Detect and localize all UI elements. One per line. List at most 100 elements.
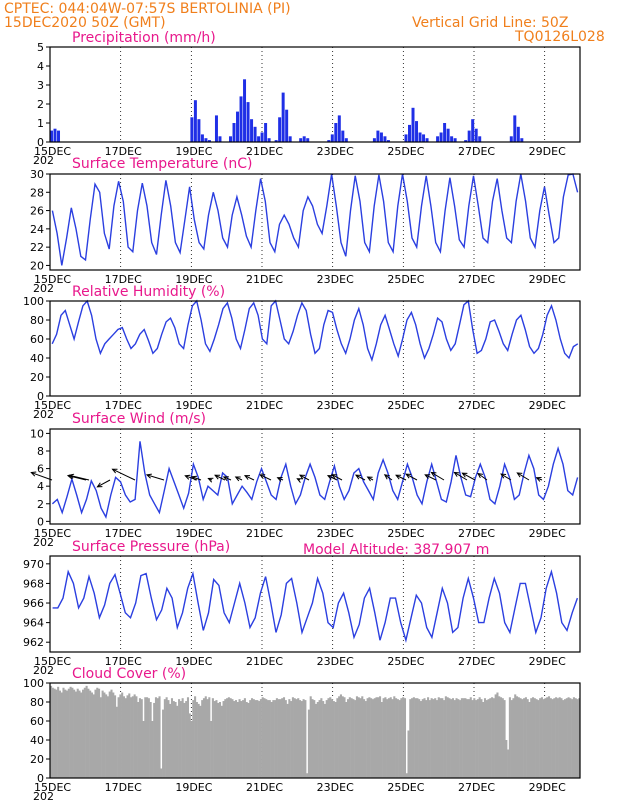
x-tick-label: 23DEC bbox=[317, 527, 354, 540]
cloud-cover-bar bbox=[441, 698, 444, 778]
cloud-cover-bar bbox=[151, 721, 154, 778]
cloud-cover-bar bbox=[240, 701, 243, 778]
cloud-cover-bar bbox=[284, 700, 287, 778]
x-tick-label: 27DEC bbox=[458, 781, 495, 794]
cloud-cover-bar bbox=[540, 697, 543, 778]
precip-bar bbox=[422, 134, 426, 142]
cloud-cover-bar bbox=[430, 698, 433, 778]
cloud-cover-bar bbox=[178, 699, 181, 778]
y-tick-label: 970 bbox=[23, 558, 44, 571]
cloud-cover-bar bbox=[302, 699, 305, 778]
cloud-cover-bar bbox=[439, 698, 442, 778]
cloud-cover-bar bbox=[389, 697, 392, 778]
x-tick-label: 19DEC bbox=[175, 273, 212, 286]
series-line bbox=[51, 441, 579, 519]
y-tick-label: 28 bbox=[30, 186, 44, 199]
wind-arrow-head bbox=[461, 472, 468, 478]
cloud-cover-bar bbox=[480, 699, 483, 778]
cloud-cover-bar bbox=[455, 698, 458, 778]
cloud-cover-bar bbox=[186, 697, 190, 778]
cloud-cover-bar bbox=[261, 697, 264, 778]
precip-bar bbox=[207, 140, 211, 142]
year-fragment: 202 bbox=[33, 790, 54, 800]
wind-arrow bbox=[331, 474, 343, 481]
precip-bar bbox=[250, 119, 254, 142]
panel-0: Precipitation (mm/h) 15DEC 17DEC 19DEC 21DEC… bbox=[33, 30, 581, 167]
y-tick-label: 20 bbox=[30, 259, 44, 272]
cloud-cover-bar bbox=[291, 697, 294, 778]
wind-arrow-head bbox=[535, 476, 542, 482]
cloud-cover-bar bbox=[222, 701, 225, 778]
cloud-cover-bar bbox=[270, 702, 273, 778]
wind-arrow-head bbox=[395, 474, 402, 480]
precip-bar bbox=[57, 130, 61, 142]
precip-bar bbox=[200, 134, 204, 142]
cloud-cover-bar bbox=[576, 699, 579, 778]
y-tick-label: 6 bbox=[37, 463, 44, 476]
wind-arrow bbox=[112, 468, 136, 481]
cloud-cover-bar bbox=[265, 699, 268, 778]
cloud-cover-bar bbox=[368, 697, 371, 778]
header-model-code: TQ0126L028 bbox=[514, 29, 605, 45]
cloud-cover-bar bbox=[485, 700, 488, 778]
wind-arrow bbox=[244, 475, 255, 481]
x-tick-label: 27DEC bbox=[458, 399, 495, 412]
cloud-cover-bar bbox=[188, 713, 191, 778]
cloud-cover-bar bbox=[92, 694, 95, 778]
cloud-cover-bar bbox=[471, 700, 474, 778]
x-tick-label: 25DEC bbox=[387, 145, 424, 158]
y-tick-label: 20 bbox=[30, 753, 44, 766]
wind-arrow bbox=[384, 474, 393, 481]
y-tick-label: 24 bbox=[30, 223, 44, 236]
cloud-cover-bar bbox=[332, 701, 335, 778]
cloud-cover-bar bbox=[505, 740, 508, 778]
x-tick-label: 15DEC bbox=[34, 273, 71, 286]
x-tick-label: 27DEC bbox=[458, 655, 495, 668]
x-tick-label: 19DEC bbox=[175, 527, 212, 540]
cloud-cover-bar bbox=[156, 698, 159, 778]
precip-bar bbox=[218, 136, 222, 142]
cloud-cover-bar bbox=[215, 700, 218, 778]
cloud-cover-bar bbox=[90, 692, 93, 778]
cloud-cover-bar bbox=[341, 696, 344, 778]
x-tick-label: 25DEC bbox=[387, 399, 424, 412]
precip-bar bbox=[383, 136, 387, 142]
cloud-cover-bar bbox=[117, 697, 120, 778]
cloud-cover-bar bbox=[354, 700, 357, 778]
cloud-cover-bar bbox=[539, 698, 542, 778]
cloud-cover-bar bbox=[201, 700, 204, 778]
cloud-cover-bar bbox=[435, 700, 439, 778]
cloud-cover-bar bbox=[58, 690, 61, 778]
cloud-cover-bar bbox=[163, 699, 166, 778]
cloud-cover-bar bbox=[83, 687, 86, 778]
cloud-cover-bar bbox=[446, 697, 449, 778]
cloud-cover-bar bbox=[231, 699, 234, 778]
cloud-cover-bar bbox=[258, 701, 261, 778]
precip-bar bbox=[253, 126, 257, 142]
cloud-cover-bar bbox=[243, 698, 246, 778]
cloud-cover-bar bbox=[71, 687, 74, 778]
y-tick-label: 60 bbox=[30, 715, 44, 728]
x-tick-label: 15DEC bbox=[34, 527, 71, 540]
wind-arrow bbox=[327, 475, 338, 481]
cloud-cover-bar bbox=[176, 705, 179, 778]
series-line bbox=[51, 299, 579, 363]
cloud-cover-bar bbox=[567, 697, 570, 778]
x-tick-label: 29DEC bbox=[529, 273, 566, 286]
y-tick-label: 0 bbox=[37, 390, 44, 403]
wind-arrow bbox=[223, 476, 232, 481]
cloud-cover-bar bbox=[229, 698, 232, 778]
x-tick-label: 17DEC bbox=[105, 655, 142, 668]
cloud-cover-bar bbox=[137, 702, 140, 778]
y-tick-label: 100 bbox=[23, 295, 44, 308]
cloud-cover-bar bbox=[57, 686, 60, 778]
precip-bar bbox=[408, 124, 411, 142]
cloud-cover-bar bbox=[85, 685, 88, 778]
cloud-cover-bar bbox=[122, 696, 125, 778]
cloud-cover-bar bbox=[281, 698, 284, 778]
wind-arrow-head bbox=[111, 468, 118, 474]
cloud-cover-bar bbox=[172, 701, 175, 778]
cloud-cover-bar bbox=[82, 689, 85, 778]
cloud-cover-bar bbox=[359, 698, 362, 778]
cloud-cover-bar bbox=[119, 694, 122, 778]
